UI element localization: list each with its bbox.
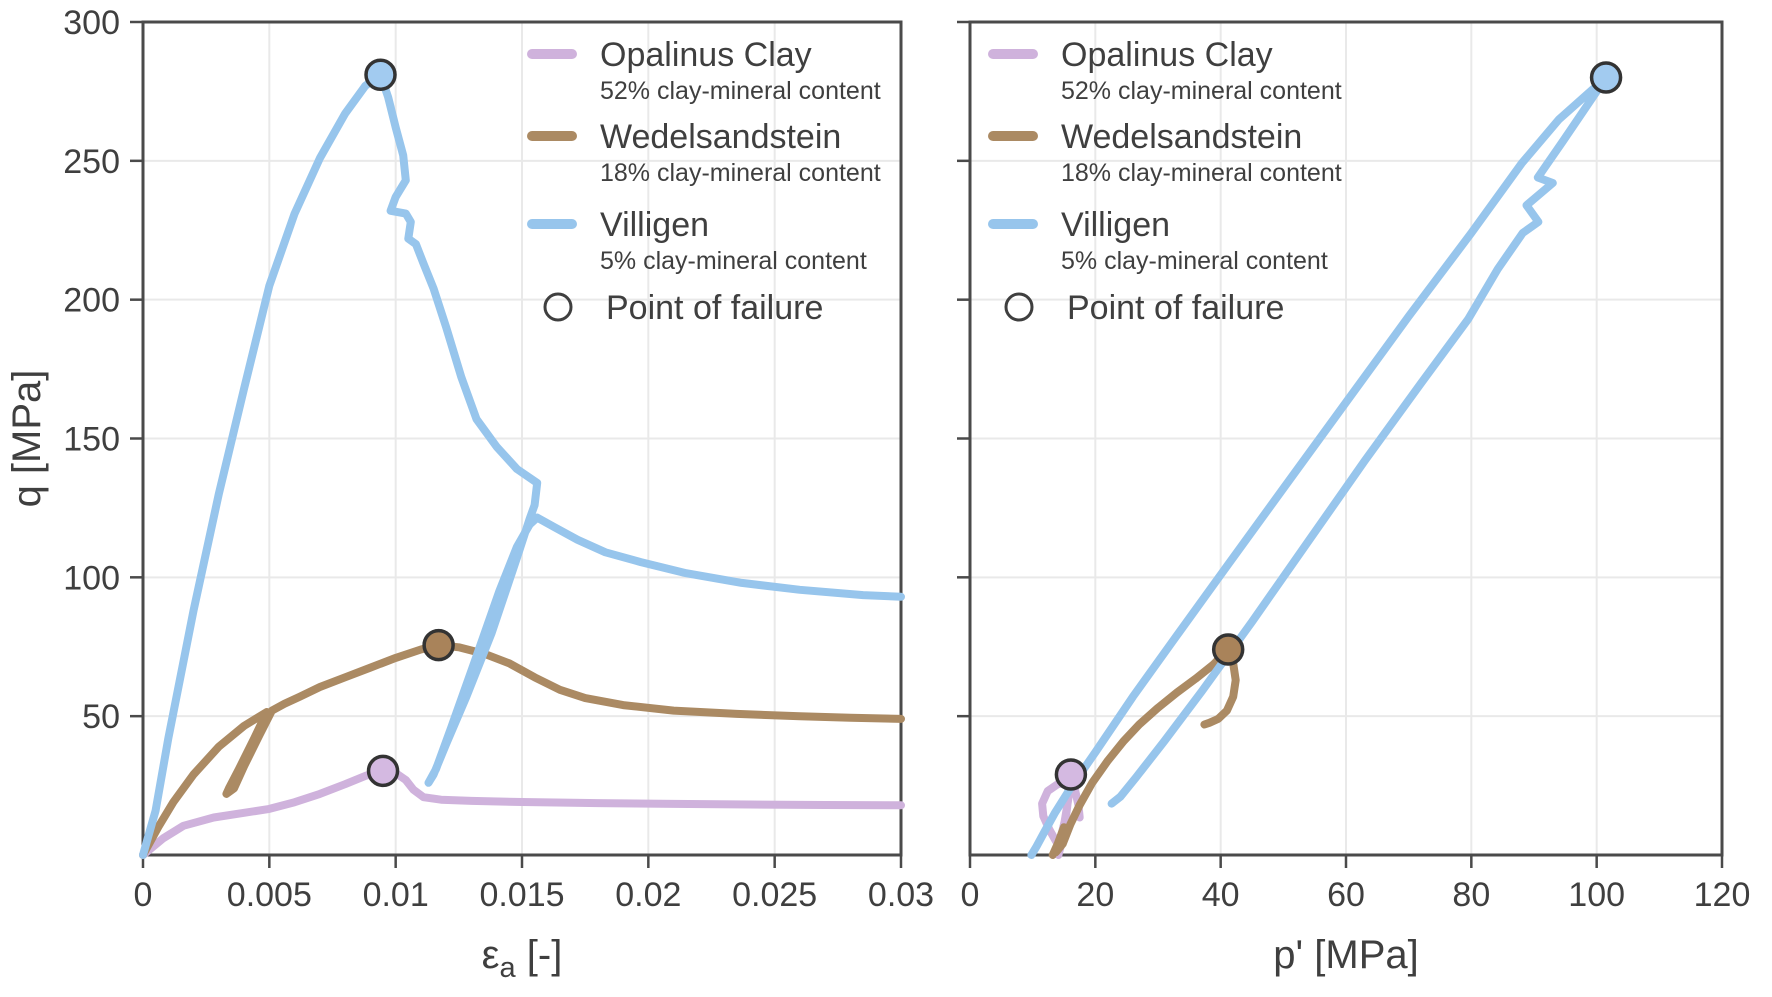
legend-label-wedelsandstein: Wedelsandstein [600, 118, 841, 156]
x-tick-label: 0.02 [615, 876, 681, 914]
legend-label-wedelsandstein: Wedelsandstein [1061, 118, 1302, 156]
legend-swatch-opalinus [527, 49, 577, 59]
y-tick-label: 200 [63, 282, 120, 320]
legend-swatch-wedelsandstein [527, 131, 577, 141]
series-wedelsandstein [1048, 645, 1240, 859]
y-tick-label: 100 [63, 559, 120, 597]
legend-stress-strain: Opalinus Clay 52% clay-mineral content Wed… [527, 36, 881, 327]
series-wedelsandstein [139, 641, 905, 859]
legend-sublabel-wedelsandstein: 18% clay-mineral content [600, 159, 881, 187]
x-tick-label: 20 [1076, 876, 1114, 914]
series-villigen [1027, 73, 1611, 859]
legend-sublabel-opalinus: 52% clay-mineral content [1061, 77, 1342, 105]
y-tick-label: 50 [82, 698, 120, 736]
x-tick-label: 40 [1202, 876, 1240, 914]
legend-sublabel-villigen: 5% clay-mineral content [1061, 247, 1328, 275]
series-villigen [139, 70, 905, 859]
y-tick-label: 300 [63, 4, 120, 42]
legend-swatch-villigen [988, 219, 1038, 229]
legend-label-opalinus: Opalinus Clay [600, 36, 812, 74]
legend-swatch-wedelsandstein [988, 131, 1038, 141]
x-tick-label: 60 [1327, 876, 1365, 914]
x-tick-label: 0 [134, 876, 153, 914]
legend-swatch-villigen [527, 219, 577, 229]
y-axis-label: q [MPa] [5, 370, 49, 508]
point-of-failure-icon [543, 292, 573, 322]
y-tick-label: 250 [63, 143, 120, 181]
y-tick-label: 150 [63, 421, 120, 459]
point-of-failure-marker-opalinus [1054, 758, 1088, 791]
legend-label-point-of-failure: Point of failure [606, 289, 823, 327]
legend-sublabel-wedelsandstein: 18% clay-mineral content [1061, 159, 1342, 187]
x-tick-label: 80 [1452, 876, 1490, 914]
legend-sublabel-opalinus: 52% clay-mineral content [600, 77, 881, 105]
legend-label-villigen: Villigen [600, 206, 709, 244]
point-of-failure-marker-opalinus [366, 754, 400, 788]
legend-swatch-opalinus [988, 49, 1038, 59]
x-axis-label: εa [-] [482, 933, 563, 984]
x-tick-label: 120 [1694, 876, 1751, 914]
x-tick-label: 0.015 [479, 876, 564, 914]
legend-sublabel-villigen: 5% clay-mineral content [600, 247, 867, 275]
point-of-failure-marker-villigen [1589, 61, 1623, 94]
x-axis-label: p' [MPa] [1273, 933, 1418, 977]
legend-stress-path: Opalinus Clay 52% clay-mineral content Wed… [988, 36, 1342, 327]
point-of-failure-icon [1004, 292, 1034, 322]
point-of-failure-marker-wedelsandstein [422, 628, 455, 662]
panel-stress-path: 0 20 40 60 80 100 120 p' [MPa] Opalinus Clay 52% … [957, 20, 1751, 977]
x-tick-label: 0.025 [732, 876, 817, 914]
x-tick-label: 0.01 [363, 876, 429, 914]
legend-label-point-of-failure: Point of failure [1067, 289, 1284, 327]
x-tick-label: 0 [961, 876, 980, 914]
legend-label-opalinus: Opalinus Clay [1061, 36, 1273, 74]
point-of-failure-marker-wedelsandstein [1211, 633, 1245, 666]
point-of-failure-marker-villigen [364, 58, 397, 92]
x-tick-label: 0.005 [227, 876, 312, 914]
legend-label-villigen: Villigen [1061, 206, 1170, 244]
x-tick-label: 0.03 [868, 876, 934, 914]
x-tick-label: 100 [1568, 876, 1625, 914]
panel-stress-strain: 0 0.005 0.01 0.015 0.02 0.025 0.03 50 100 150 200 2… [5, 4, 934, 984]
